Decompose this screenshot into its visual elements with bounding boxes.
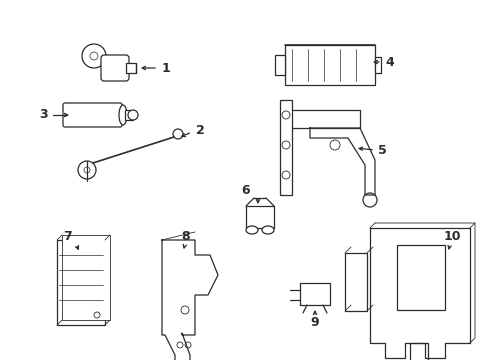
Circle shape — [282, 171, 289, 179]
Bar — [57, 240, 105, 325]
Bar — [299, 283, 329, 305]
Bar — [409, 343, 427, 360]
Text: 1: 1 — [162, 62, 170, 75]
Circle shape — [94, 312, 100, 318]
Bar — [280, 100, 291, 195]
Circle shape — [362, 193, 376, 207]
Bar — [374, 57, 380, 73]
Ellipse shape — [262, 226, 273, 234]
Circle shape — [173, 129, 183, 139]
Bar — [62, 235, 110, 320]
Circle shape — [82, 44, 106, 68]
Circle shape — [78, 161, 96, 179]
Bar — [126, 63, 136, 73]
Text: 4: 4 — [384, 55, 393, 68]
Ellipse shape — [119, 105, 127, 125]
Text: 6: 6 — [241, 184, 250, 197]
Bar — [345, 253, 366, 311]
Text: 2: 2 — [196, 123, 204, 136]
FancyBboxPatch shape — [101, 55, 129, 81]
Text: 7: 7 — [63, 230, 72, 243]
Bar — [285, 45, 374, 85]
Circle shape — [282, 141, 289, 149]
Circle shape — [329, 140, 339, 150]
Bar — [125, 110, 133, 120]
Ellipse shape — [245, 226, 258, 234]
Text: 5: 5 — [377, 144, 386, 157]
Circle shape — [177, 342, 183, 348]
Circle shape — [128, 110, 138, 120]
Text: 3: 3 — [40, 108, 48, 122]
Circle shape — [184, 342, 191, 348]
Text: 9: 9 — [310, 315, 319, 328]
Bar — [274, 55, 285, 75]
Circle shape — [90, 52, 98, 60]
Circle shape — [84, 167, 90, 173]
Bar — [396, 245, 444, 310]
Text: 8: 8 — [182, 230, 190, 243]
Circle shape — [181, 306, 189, 314]
Circle shape — [282, 111, 289, 119]
Bar — [245, 206, 273, 228]
FancyBboxPatch shape — [63, 103, 122, 127]
Text: 10: 10 — [442, 230, 460, 243]
